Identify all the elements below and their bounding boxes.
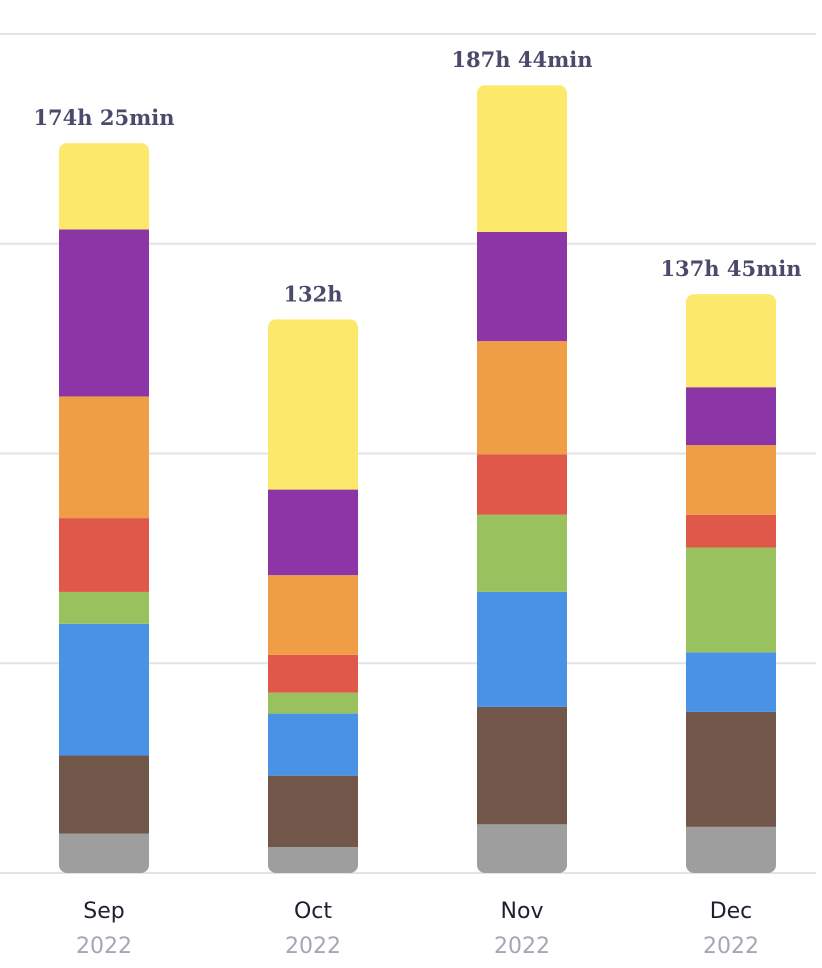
bar-segment-nov-7[interactable] xyxy=(477,85,567,233)
x-tick-label-sep: Sep xyxy=(83,899,124,924)
bar-segment-sep-5[interactable] xyxy=(59,396,149,519)
bar-segment-sep-3[interactable] xyxy=(59,591,149,624)
bar-stack-nov[interactable] xyxy=(477,85,567,873)
bar-segment-nov-2[interactable] xyxy=(477,591,567,707)
bar-stack-oct[interactable] xyxy=(268,319,358,873)
bar-segment-sep-1[interactable] xyxy=(59,755,149,834)
bar-segment-nov-1[interactable] xyxy=(477,706,567,825)
total-label-oct: 132h xyxy=(283,281,342,306)
x-tick-label-oct: Oct xyxy=(294,899,332,924)
bar-segment-sep-7[interactable] xyxy=(59,143,149,230)
total-label-sep: 174h 25min xyxy=(33,105,174,130)
x-tick-sublabel-nov: 2022 xyxy=(494,934,550,959)
x-tick-label-nov: Nov xyxy=(501,899,544,924)
bar-segment-sep-2[interactable] xyxy=(59,623,149,756)
bar-segment-oct-3[interactable] xyxy=(268,692,358,714)
bar-segment-nov-5[interactable] xyxy=(477,341,567,455)
total-label-dec: 137h 45min xyxy=(660,256,801,281)
bar-segment-dec-1[interactable] xyxy=(686,711,776,827)
bar-segment-dec-0[interactable] xyxy=(686,826,776,873)
bar-segment-oct-0[interactable] xyxy=(268,846,358,873)
bar-segment-oct-7[interactable] xyxy=(268,319,358,490)
bar-segment-nov-0[interactable] xyxy=(477,824,567,873)
bar-segment-oct-4[interactable] xyxy=(268,654,358,693)
bar-segment-dec-3[interactable] xyxy=(686,547,776,653)
bar-segment-sep-4[interactable] xyxy=(59,518,149,592)
bar-segment-sep-6[interactable] xyxy=(59,229,149,397)
bar-segment-nov-3[interactable] xyxy=(477,514,567,592)
bar-segment-nov-4[interactable] xyxy=(477,454,567,515)
bar-segment-dec-5[interactable] xyxy=(686,445,776,515)
x-tick-sublabel-oct: 2022 xyxy=(285,934,341,959)
bar-stack-dec[interactable] xyxy=(686,294,776,873)
bar-segment-oct-1[interactable] xyxy=(268,775,358,847)
bar-segment-oct-2[interactable] xyxy=(268,713,358,776)
bar-segment-nov-6[interactable] xyxy=(477,232,567,342)
x-tick-label-dec: Dec xyxy=(710,899,753,924)
bar-stack-sep[interactable] xyxy=(59,143,149,873)
bar-segment-dec-2[interactable] xyxy=(686,652,776,712)
x-tick-sublabel-dec: 2022 xyxy=(703,934,759,959)
bar-segment-oct-5[interactable] xyxy=(268,575,358,655)
x-tick-sublabel-sep: 2022 xyxy=(76,934,132,959)
bar-segment-dec-7[interactable] xyxy=(686,294,776,388)
total-label-nov: 187h 44min xyxy=(451,47,592,72)
bar-segment-oct-6[interactable] xyxy=(268,489,358,576)
bar-segment-sep-0[interactable] xyxy=(59,833,149,873)
bar-segment-dec-4[interactable] xyxy=(686,514,776,548)
bar-segment-dec-6[interactable] xyxy=(686,387,776,446)
